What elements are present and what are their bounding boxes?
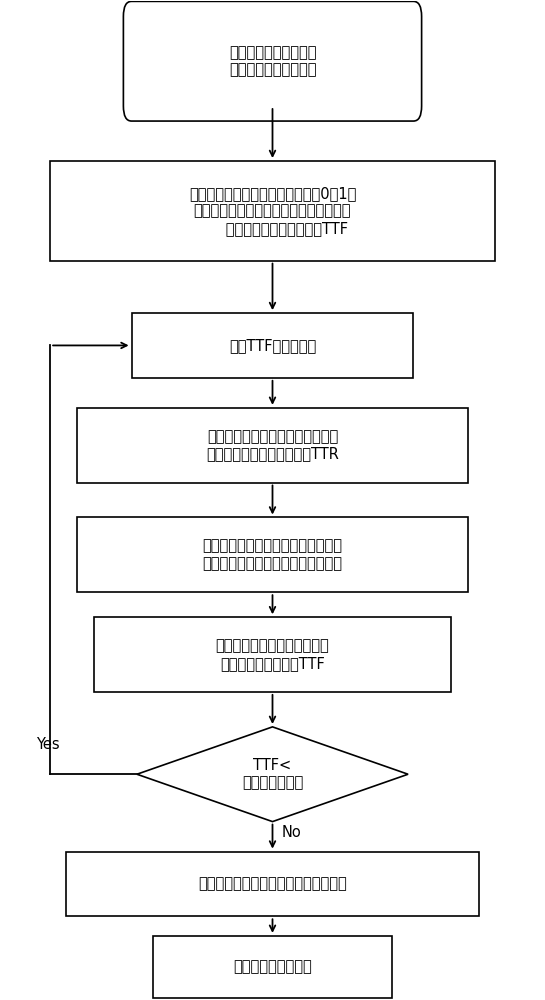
Text: 统计模拟时间内各个负荷点的故障情况: 统计模拟时间内各个负荷点的故障情况 — [198, 876, 347, 891]
Text: 找到该元件故障后影响的负荷点，记
录每个负荷点的故障次数与故障时间: 找到该元件故障后影响的负荷点，记 录每个负荷点的故障次数与故障时间 — [203, 539, 342, 571]
Text: 计算系统可靠性指标: 计算系统可靠性指标 — [233, 959, 312, 974]
FancyBboxPatch shape — [123, 1, 422, 121]
Text: No: No — [282, 825, 301, 840]
Text: 对该元件产生一个新的随机数，将
其转化为该元件的故障时间TTR: 对该元件产生一个新的随机数，将 其转化为该元件的故障时间TTR — [206, 429, 339, 461]
FancyBboxPatch shape — [94, 617, 451, 692]
FancyBboxPatch shape — [77, 408, 468, 483]
FancyBboxPatch shape — [77, 517, 468, 592]
Text: TTF<
规定的模拟时间: TTF< 规定的模拟时间 — [242, 758, 303, 790]
FancyBboxPatch shape — [131, 313, 414, 378]
FancyBboxPatch shape — [153, 936, 392, 998]
Text: Yes: Yes — [35, 737, 59, 752]
Text: 对于系统中的每一个元件，产生（0，1）
间的随机数。根据元件的故障率将其转化
      为故障前的正常运行时间TTF: 对于系统中的每一个元件，产生（0，1） 间的随机数。根据元件的故障率将其转化 为… — [189, 186, 356, 236]
Text: 找到TTF最小的元件: 找到TTF最小的元件 — [229, 338, 316, 353]
Text: 输入配电系统拓扑、元
件故障率、负荷等信息: 输入配电系统拓扑、元 件故障率、负荷等信息 — [229, 45, 316, 77]
FancyBboxPatch shape — [66, 852, 479, 916]
FancyBboxPatch shape — [50, 161, 495, 261]
Polygon shape — [137, 727, 408, 822]
Text: 产生新的随机数，将其转化为
该元件新的运行时间TTF: 产生新的随机数，将其转化为 该元件新的运行时间TTF — [216, 638, 329, 671]
